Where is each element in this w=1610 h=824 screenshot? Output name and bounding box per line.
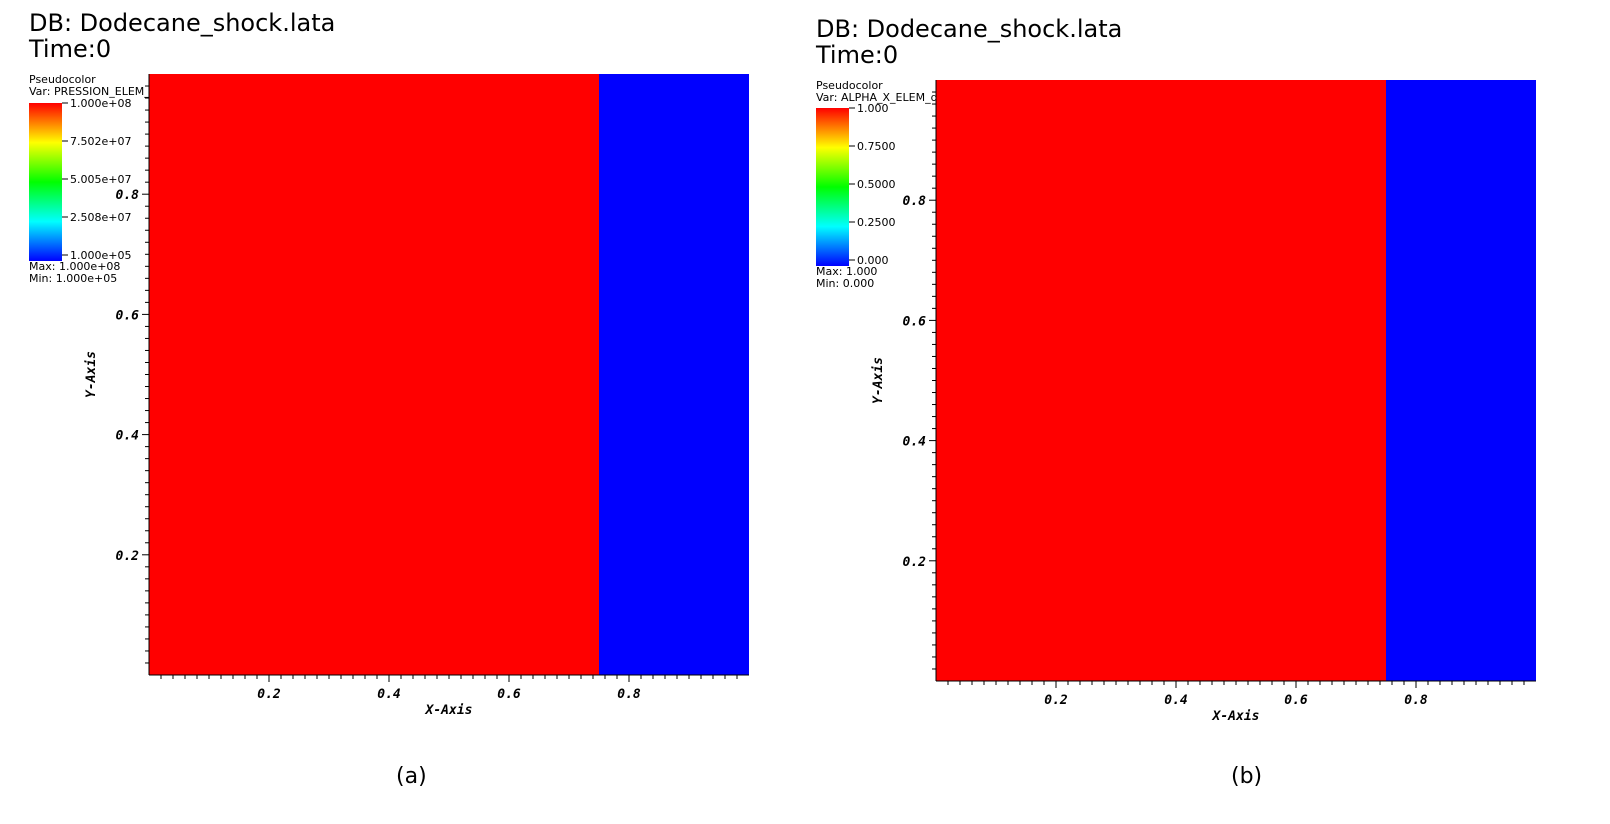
y-tick-label: 0.4 [903, 435, 927, 450]
db-title: DB: Dodecane_shock.lata [816, 15, 1123, 43]
colorbar [816, 108, 849, 266]
legend-variable: Var: PRESSION_ELEM_dom [29, 85, 175, 98]
high-value-region [149, 74, 599, 675]
y-tick-label: 0.2 [903, 555, 927, 570]
colorbar-tick-label: 1.000e+08 [70, 97, 131, 110]
legend-max: Max: 1.000 [816, 265, 878, 278]
panel-b: DB: Dodecane_shock.lata Time:0 Pseudocol… [805, 0, 1610, 824]
colorbar-tick-label: 7.502e+07 [70, 135, 131, 148]
x-axis-title: X-Axis [425, 703, 473, 718]
colorbar [29, 103, 62, 261]
x-tick-label: 0.6 [1284, 693, 1308, 708]
y-axis-title: Y-Axis [84, 351, 99, 398]
low-value-region [599, 74, 749, 675]
y-tick-label: 0.8 [903, 194, 927, 209]
x-tick-label: 0.4 [377, 687, 401, 702]
legend-min: Min: 1.000e+05 [29, 272, 118, 285]
plot-b: 0.2 0.4 0.6 0.8 0.2 0.4 0.6 0.8 X-Axis Y-Axis 1.00… [849, 80, 1536, 724]
caption: (a) [396, 764, 427, 789]
colorbar-tick-label: 0.5000 [857, 178, 896, 191]
caption: (b) [1231, 764, 1263, 789]
x-tick-label: 0.4 [1164, 693, 1188, 708]
time-label: Time:0 [29, 35, 112, 63]
colorbar-tick-label: 2.508e+07 [70, 211, 131, 224]
x-tick-label: 0.2 [1044, 693, 1068, 708]
colorbar-tick-label: 0.000 [857, 254, 889, 267]
x-tick-label: 0.8 [617, 687, 641, 702]
legend-min: Min: 0.000 [816, 277, 875, 290]
legend-variable: Var: ALPHA_X_ELEM_dom [816, 91, 956, 104]
y-axis-title: Y-Axis [871, 357, 886, 404]
legend-plot-type: Pseudocolor [29, 73, 96, 86]
high-value-region [936, 80, 1386, 681]
y-tick-label: 0.8 [116, 188, 140, 203]
panel-a: DB: Dodecane_shock.lata Time:0 Pseudocol… [29, 9, 749, 789]
x-tick-label: 0.2 [257, 687, 281, 702]
y-tick-label: 0.2 [116, 549, 140, 564]
x-tick-label: 0.8 [1404, 693, 1428, 708]
colorbar-tick-label: 1.000e+05 [70, 249, 131, 262]
db-title: DB: Dodecane_shock.lata [29, 9, 336, 37]
colorbar-tick-label: 0.7500 [857, 140, 896, 153]
plot-a: 0.2 0.4 0.6 0.8 0.2 0.4 0.6 0.8 X-Axis Y-Axis 1.00… [62, 74, 749, 718]
low-value-region [1386, 80, 1536, 681]
colorbar-tick-label: 1.000 [857, 102, 889, 115]
y-tick-label: 0.4 [116, 429, 140, 444]
y-tick-label: 0.6 [903, 314, 927, 329]
legend-max: Max: 1.000e+08 [29, 260, 121, 273]
time-label: Time:0 [816, 41, 899, 69]
x-axis-title: X-Axis [1212, 709, 1260, 724]
x-tick-label: 0.6 [497, 687, 521, 702]
colorbar-tick-label: 5.005e+07 [70, 173, 131, 186]
legend-plot-type: Pseudocolor [816, 79, 883, 92]
y-tick-label: 0.6 [116, 308, 140, 323]
colorbar-tick-label: 0.2500 [857, 216, 896, 229]
